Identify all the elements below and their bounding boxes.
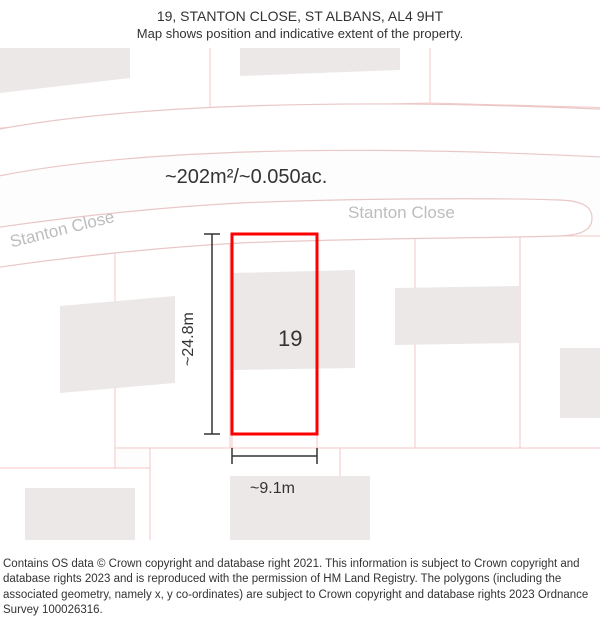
building-footprint	[60, 296, 175, 393]
building-footprint	[395, 286, 520, 345]
property-number: 19	[278, 326, 302, 352]
page-title: 19, STANTON CLOSE, ST ALBANS, AL4 9HT	[10, 8, 590, 24]
parcel-boundary	[340, 448, 600, 540]
parcel-boundary	[430, 48, 600, 108]
header: 19, STANTON CLOSE, ST ALBANS, AL4 9HT Ma…	[0, 0, 600, 43]
map-svg	[0, 48, 600, 540]
building-footprint	[560, 348, 600, 418]
street-name-label: Stanton Close	[348, 203, 455, 223]
building-footprint	[25, 488, 135, 540]
area-label: ~202m²/~0.050ac.	[165, 166, 327, 189]
page-subtitle: Map shows position and indicative extent…	[10, 26, 590, 41]
height-dimension-label: ~24.8m	[180, 312, 198, 366]
copyright-footer: Contains OS data © Crown copyright and d…	[3, 557, 597, 619]
map-area: ~202m²/~0.050ac. ~24.8m ~9.1m 19 Stanton…	[0, 48, 600, 540]
width-dimension-label: ~9.1m	[250, 480, 295, 498]
building-footprint	[232, 270, 355, 370]
